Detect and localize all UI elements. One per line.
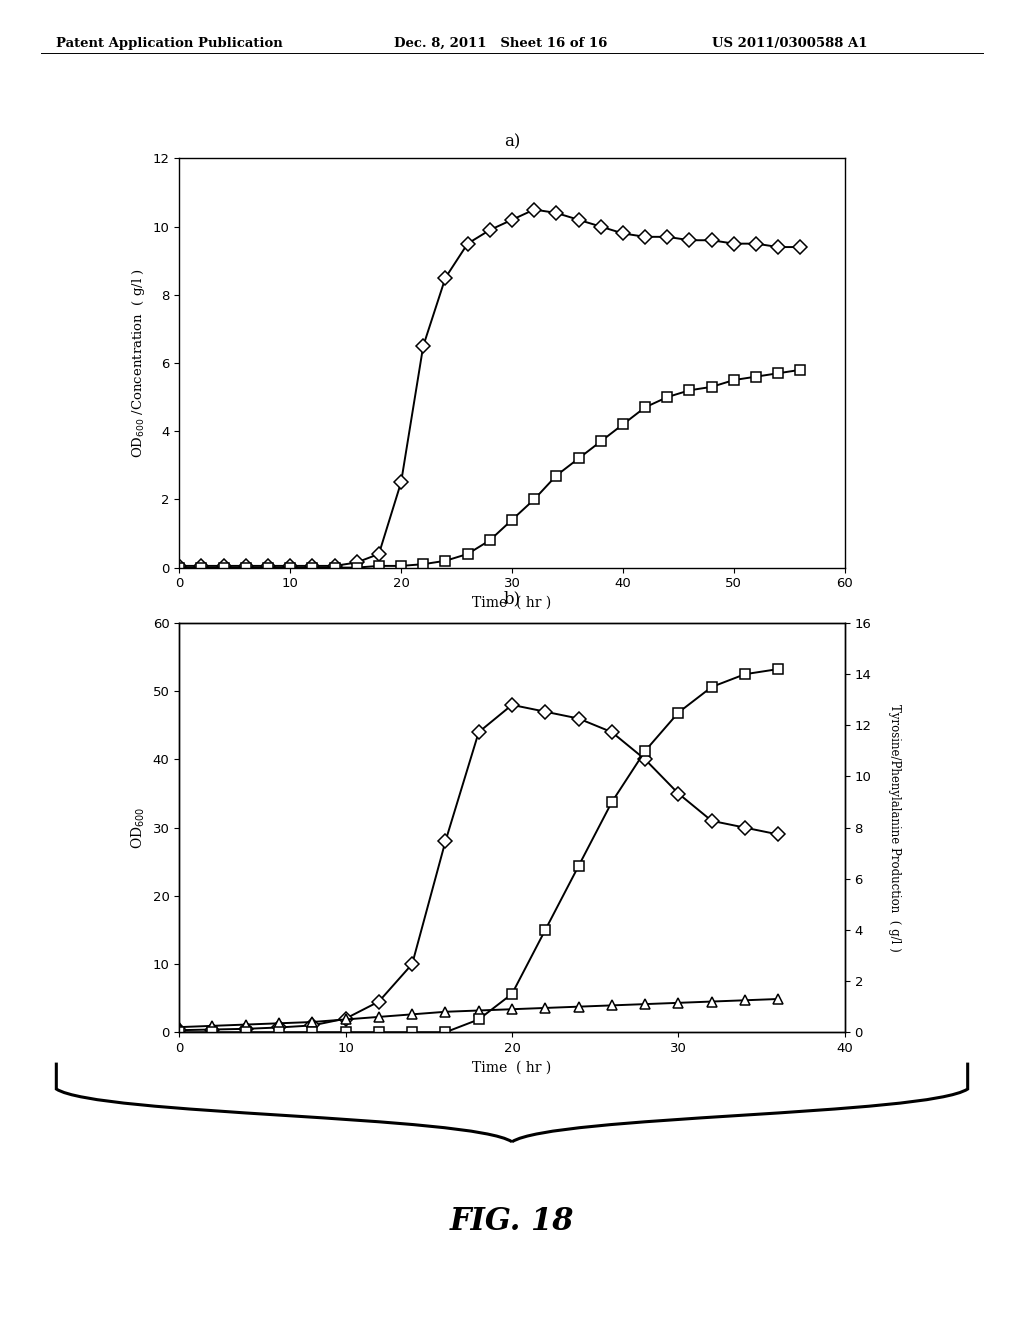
Y-axis label: OD$_{600}$ /Concentration  ( g/l ): OD$_{600}$ /Concentration ( g/l ) (130, 268, 146, 458)
X-axis label: Time  ( hr ): Time ( hr ) (472, 595, 552, 610)
Text: FIG. 18: FIG. 18 (450, 1205, 574, 1237)
Text: Dec. 8, 2011   Sheet 16 of 16: Dec. 8, 2011 Sheet 16 of 16 (394, 37, 607, 50)
Text: US 2011/0300588 A1: US 2011/0300588 A1 (712, 37, 867, 50)
Y-axis label: OD$_{600}$: OD$_{600}$ (130, 807, 147, 849)
Text: Patent Application Publication: Patent Application Publication (56, 37, 283, 50)
X-axis label: Time  ( hr ): Time ( hr ) (472, 1060, 552, 1074)
Y-axis label: Tyrosine/Phenylalanine Production  ( g/l ): Tyrosine/Phenylalanine Production ( g/l … (888, 704, 901, 952)
Text: b): b) (504, 590, 520, 607)
Text: a): a) (504, 133, 520, 150)
